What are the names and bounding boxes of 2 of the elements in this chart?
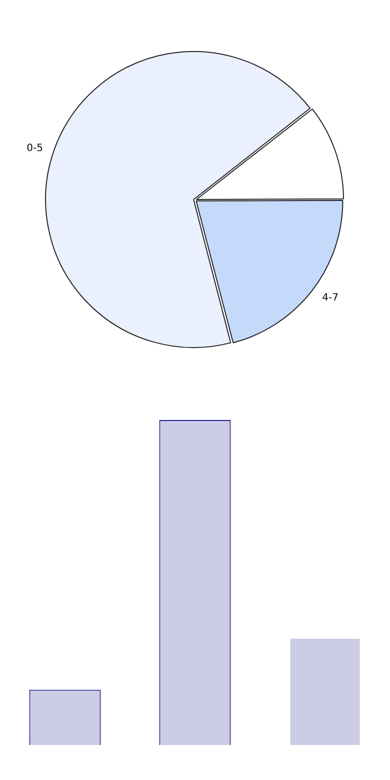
slice-label: 0-5	[26, 143, 43, 154]
slice-label: 4-7	[322, 292, 339, 304]
